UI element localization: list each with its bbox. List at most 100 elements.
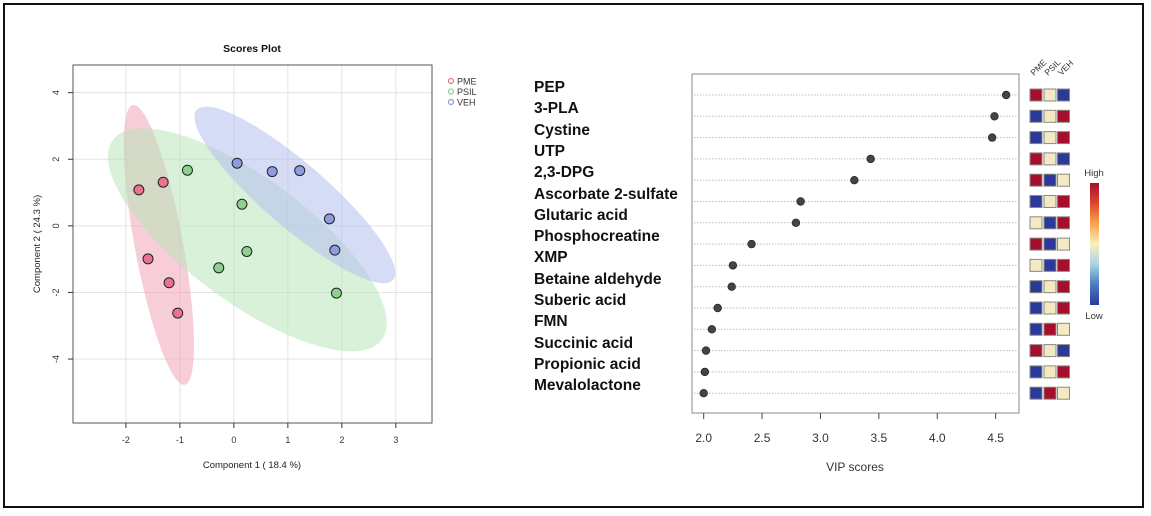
score-point-veh (231, 157, 243, 169)
heatmap-cell-pme (1029, 280, 1043, 294)
vip-point (850, 175, 859, 185)
scores-y-tick-label: 0 (51, 223, 61, 228)
heatmap-cell-pme (1029, 258, 1043, 272)
vip-point (700, 367, 710, 377)
vip-point (796, 197, 805, 206)
confidence-ellipse-veh (194, 106, 396, 284)
score-point-psil (236, 198, 248, 210)
vip-point (990, 112, 999, 121)
heatmap-cell-psil (1043, 386, 1057, 400)
heatmap-cell-pme (1029, 344, 1043, 358)
vip-plot: 2.0 2.5 3.0 3.5 4.0 4.5 VIP scores PMEPSILVEH… (691, 57, 1104, 474)
heatmap-cell-veh (1057, 280, 1070, 294)
vip-point (699, 389, 708, 398)
scores-x-tick-label: 3 (393, 435, 398, 445)
heatmap-cell-pme (1029, 301, 1043, 315)
vip-plot-frame (691, 73, 1020, 414)
heatmap-cell-pme (1029, 386, 1043, 400)
score-point-pme (133, 184, 145, 196)
heatmap-cell-psil (1043, 109, 1057, 123)
heatmap-cell-veh (1057, 152, 1070, 166)
heatmap-cell-veh (1057, 195, 1070, 208)
metabolite-label: Betaine aldehyde (534, 270, 662, 288)
metabolite-label: UTP (534, 142, 565, 160)
heatmap-cell-psil (1043, 365, 1057, 379)
confidence-ellipse-psil (107, 128, 387, 352)
vip-x-tick-label: 2.5 (754, 431, 771, 445)
scores-x-tick-label: 1 (285, 435, 290, 445)
heatmap-cell-pme (1029, 322, 1043, 336)
metabolite-label: Mevalolactone (534, 377, 641, 395)
legend-label-pme: PME (457, 77, 477, 87)
colorbar-high-label: High (1084, 168, 1104, 179)
heatmap-cell-pme (1029, 88, 1043, 102)
scores-x-tick-label: -1 (176, 435, 184, 445)
vip-point (707, 325, 717, 334)
heatmap-cell-veh (1057, 344, 1070, 358)
heatmap-cell-psil (1043, 152, 1057, 166)
vip-point (728, 261, 738, 270)
heatmap-cell-pme (1029, 131, 1043, 145)
score-point-veh (323, 213, 335, 225)
scores-y-tick-label: -2 (51, 288, 61, 296)
metabolite-label: Glutaric acid (534, 206, 628, 224)
vip-point (701, 346, 711, 355)
vip-point (747, 239, 756, 249)
heatmap-cell-pme (1029, 365, 1043, 379)
heatmap-cell-psil (1043, 173, 1057, 187)
heatmap-cell-veh (1057, 386, 1070, 400)
vip-points (699, 90, 1011, 398)
heatmap-cell-psil (1043, 88, 1057, 102)
scores-x-tick-label: -2 (122, 435, 130, 445)
scores-y-tick-label: -4 (51, 355, 61, 363)
heatmap-cell-pme (1029, 216, 1043, 230)
scores-x-axis: -2 -1 0 1 2 3 (122, 423, 398, 445)
scores-y-axis-label: Component 2 ( 24.3 %) (32, 195, 43, 293)
legend-marker-pme (447, 77, 455, 85)
legend-label-veh: VEH (457, 98, 476, 108)
metabolite-label: Ascorbate 2-sulfate (534, 185, 678, 203)
legend-label-psil: PSIL (457, 87, 477, 97)
heatmap-cell-veh (1057, 322, 1070, 336)
vip-x-axis-label: VIP scores (826, 460, 884, 474)
metabolite-label: XMP (534, 249, 568, 267)
heatmap-cell-psil (1043, 301, 1057, 315)
heatmap-cell-veh (1057, 216, 1070, 230)
metabolite-label: 2,3-DPG (534, 164, 595, 182)
heatmap-cell-psil (1043, 195, 1057, 208)
metabolite-label: Suberic acid (534, 292, 627, 309)
metabolite-label: FMN (534, 313, 568, 331)
vip-point (713, 303, 722, 313)
vip-point (866, 154, 875, 164)
heatmap-cell-veh (1057, 365, 1070, 379)
score-point-pme (163, 277, 175, 289)
heatmap-cell-psil (1043, 216, 1057, 230)
vip-x-tick-label: 3.5 (871, 431, 888, 445)
vip-point (791, 218, 801, 227)
heatmap (1029, 88, 1070, 400)
heatmap-cell-pme (1029, 237, 1043, 251)
scores-x-axis-label: Component 1 ( 18.4 %) (203, 460, 301, 471)
heatmap-cell-psil (1043, 344, 1057, 358)
metabolite-label: Succinic acid (534, 334, 634, 352)
score-point-pme (172, 307, 184, 319)
heatmap-cell-veh (1057, 88, 1070, 102)
metabolite-label: Phosphocreatine (534, 228, 660, 246)
vip-x-tick-label: 3.0 (812, 431, 829, 445)
heatmap-cell-veh (1057, 173, 1070, 187)
vip-point (1001, 90, 1011, 100)
scores-x-tick-label: 2 (339, 435, 344, 445)
score-point-veh (329, 244, 341, 256)
legend-marker-veh (447, 98, 455, 106)
figure-border (3, 3, 1144, 508)
heatmap-cell-pme (1029, 109, 1043, 123)
heatmap-cell-psil (1043, 280, 1057, 294)
scores-plot: Scores Plot -2 -1 0 1 2 3 -4 -2 0 2 4 Component 1… (32, 43, 477, 471)
vip-point (727, 282, 736, 291)
scores-ellipses (107, 104, 396, 385)
scores-y-tick-label: 4 (51, 90, 61, 95)
heatmap-cell-veh (1057, 109, 1070, 123)
legend-marker-psil (447, 88, 455, 95)
